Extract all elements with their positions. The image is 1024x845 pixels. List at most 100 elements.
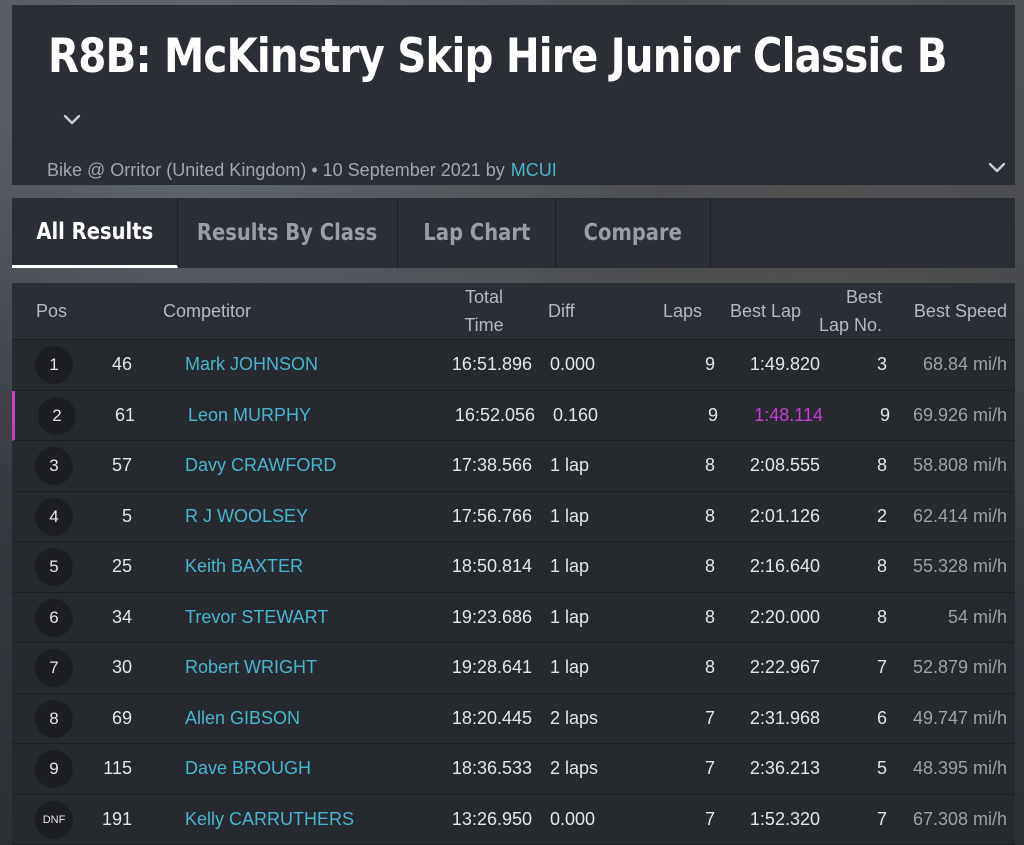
competitor-name-link[interactable]: Allen GIBSON <box>185 707 301 728</box>
laps: 7 <box>704 808 715 829</box>
bike-number: 57 <box>111 455 132 475</box>
table-row[interactable]: 1 46 Mark JOHNSON 16:51.896 0.000 9 1:49.820 3 6… <box>12 340 1015 391</box>
best-speed: 69.926 mi/h <box>912 404 1007 425</box>
tab-all-results[interactable]: All Results <box>12 198 178 268</box>
total-time: 16:51.896 <box>451 354 532 374</box>
table-header: Pos Competitor Total Time Diff Laps Best… <box>12 283 1015 340</box>
best-lap-no: 7 <box>876 657 887 677</box>
best-lap: 2:01.126 <box>749 505 820 526</box>
best-lap-no: 6 <box>876 707 887 728</box>
competitor-name-link[interactable]: Davy CRAWFORD <box>185 455 337 475</box>
best-speed: 48.395 mi/h <box>912 758 1007 778</box>
best-lap-no: 7 <box>876 808 887 829</box>
best-speed: 54 mi/h <box>947 606 1007 627</box>
laps: 9 <box>707 404 718 425</box>
best-lap: 2:20.000 <box>749 606 820 627</box>
table-row[interactable]: 3 57 Davy CRAWFORD 17:38.566 1 lap 8 2:08.555 8… <box>12 441 1015 492</box>
position-badge: 2 <box>38 396 76 435</box>
tab-results-by-class[interactable]: Results By Class <box>178 198 398 268</box>
bike-number: 46 <box>111 354 132 374</box>
competitor-name-link[interactable]: Leon MURPHY <box>188 404 312 425</box>
bike-number: 5 <box>121 505 132 526</box>
position-badge: 3 <box>35 447 73 485</box>
table-row[interactable]: 4 5 R J WOOLSEY 17:56.766 1 lap 8 2:01.126 2 62.… <box>12 492 1015 542</box>
position-badge: 9 <box>35 750 73 788</box>
competitor-name-link[interactable]: Dave BROUGH <box>185 758 312 778</box>
position-badge: 1 <box>35 346 73 384</box>
total-time: 17:38.566 <box>451 455 532 475</box>
best-speed: 62.414 mi/h <box>912 505 1007 526</box>
bike-number: 61 <box>114 404 135 425</box>
best-lap-no: 3 <box>876 354 887 374</box>
chevron-down-icon[interactable] <box>62 109 82 129</box>
best-speed: 55.328 mi/h <box>912 556 1007 576</box>
position-badge: 5 <box>35 548 73 586</box>
laps: 8 <box>704 556 715 576</box>
laps: 8 <box>704 455 715 475</box>
event-meta-text: Bike @ Orritor (United Kingdom) • 10 Sep… <box>47 160 505 180</box>
total-time: 17:56.766 <box>451 505 532 526</box>
table-body: 1 46 Mark JOHNSON 16:51.896 0.000 9 1:49.820 3 6… <box>12 340 1015 845</box>
laps: 8 <box>704 606 715 627</box>
diff: 1 lap <box>550 606 590 627</box>
best-lap-no: 8 <box>876 455 887 475</box>
laps: 8 <box>704 505 715 526</box>
diff: 1 lap <box>550 556 590 576</box>
results-tabs: All Results Results By Class Lap Chart C… <box>12 198 1015 268</box>
competitor-name-link[interactable]: Robert WRIGHT <box>185 657 318 677</box>
competitor-name-link[interactable]: Mark JOHNSON <box>185 354 319 374</box>
competitor-name-link[interactable]: Kelly CARRUTHERS <box>185 808 355 829</box>
laps: 7 <box>704 758 715 778</box>
event-header: R8B: McKinstry Skip Hire Junior Classic … <box>12 5 1015 185</box>
author-link[interactable]: MCUI <box>510 160 557 180</box>
event-meta: Bike @ Orritor (United Kingdom) • 10 Sep… <box>47 160 557 181</box>
table-row[interactable]: 2 61 Leon MURPHY 16:52.056 0.160 9 1:48.114 9 69… <box>12 390 1015 441</box>
diff: 2 laps <box>550 758 599 778</box>
tab-compare[interactable]: Compare <box>556 198 711 268</box>
total-time: 18:50.814 <box>451 556 532 576</box>
competitor-name-link[interactable]: Keith BAXTER <box>185 556 304 576</box>
col-competitor[interactable]: Competitor <box>163 301 252 321</box>
best-lap-no: 9 <box>879 404 890 425</box>
table-row[interactable]: 7 30 Robert WRIGHT 19:28.641 1 lap 8 2:22.967 7… <box>12 643 1015 694</box>
col-best-speed[interactable]: Best Speed <box>913 301 1007 321</box>
table-row[interactable]: 5 25 Keith BAXTER 18:50.814 1 lap 8 2:16.640 8 5… <box>12 542 1015 593</box>
total-time: 19:23.686 <box>451 606 532 627</box>
total-time: 19:28.641 <box>451 657 532 677</box>
laps: 9 <box>704 354 715 374</box>
expand-chevron-icon[interactable] <box>987 157 1007 177</box>
best-lap: 1:52.320 <box>749 808 820 829</box>
best-lap-no: 5 <box>876 758 887 778</box>
col-diff[interactable]: Diff <box>548 301 575 321</box>
table-row[interactable]: 9 115 Dave BROUGH 18:36.533 2 laps 7 2:36.213 5… <box>12 744 1015 795</box>
best-speed: 68.84 mi/h <box>922 354 1007 374</box>
position-badge: 6 <box>35 598 73 637</box>
table-row[interactable]: 6 34 Trevor STEWART 19:23.686 1 lap 8 2:20.000… <box>12 593 1015 643</box>
best-lap: 2:08.555 <box>749 455 820 475</box>
col-best-lap-no[interactable]: Best Lap No. <box>818 287 882 335</box>
position-badge: 4 <box>35 497 73 536</box>
table-row[interactable]: DNF 191 Kelly CARRUTHERS 13:26.950 0.000 7 1:5… <box>12 795 1015 845</box>
position-badge: 7 <box>35 649 73 687</box>
best-speed: 67.308 mi/h <box>912 808 1007 829</box>
competitor-name-link[interactable]: R J WOOLSEY <box>185 505 309 526</box>
position-badge: 8 <box>35 699 73 738</box>
col-laps[interactable]: Laps <box>663 301 703 321</box>
page-title: R8B: McKinstry Skip Hire Junior Classic … <box>48 29 948 84</box>
diff: 1 lap <box>550 657 590 677</box>
best-speed: 49.747 mi/h <box>912 707 1007 728</box>
best-lap-no: 8 <box>876 606 887 627</box>
total-time: 16:52.056 <box>454 404 535 425</box>
best-lap: 2:36.213 <box>749 758 820 778</box>
diff: 1 lap <box>550 505 590 526</box>
tab-lap-chart[interactable]: Lap Chart <box>398 198 556 268</box>
competitor-name-link[interactable]: Trevor STEWART <box>185 606 329 627</box>
col-total-time[interactable]: Total Time <box>464 287 504 335</box>
best-lap: 2:16.640 <box>749 556 820 576</box>
col-best-lap[interactable]: Best Lap <box>730 301 802 321</box>
results-table: Pos Competitor Total Time Diff Laps Best… <box>12 283 1015 845</box>
total-time: 13:26.950 <box>451 808 532 829</box>
col-pos[interactable]: Pos <box>36 301 68 321</box>
bike-number: 30 <box>111 657 132 677</box>
table-row[interactable]: 8 69 Allen GIBSON 18:20.445 2 laps 7 2:31.968 6… <box>12 694 1015 744</box>
